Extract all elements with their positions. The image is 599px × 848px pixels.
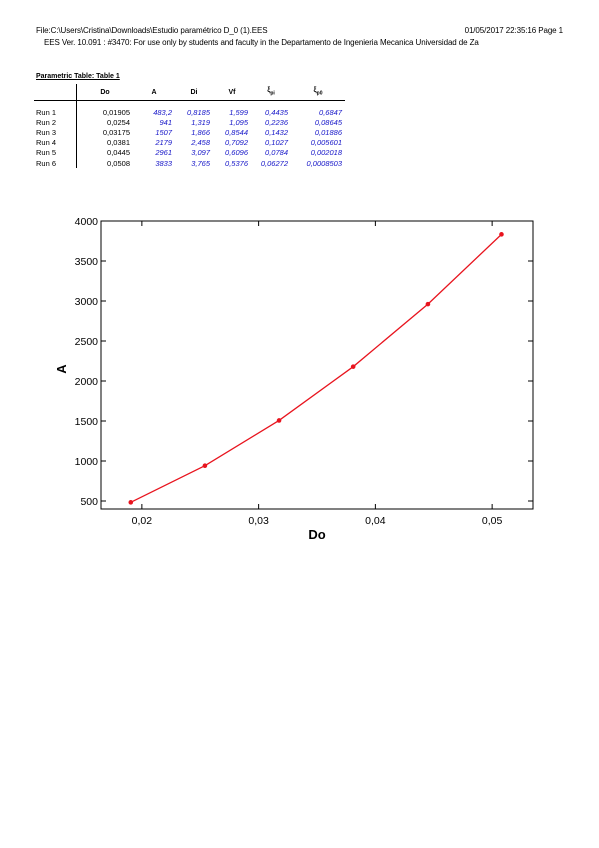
cell-di: 2,458 <box>191 138 210 148</box>
table-row: Run 2 0,0254 941 1,319 1,095 0,2236 0,08… <box>34 117 345 128</box>
cell-do: 0,0254 <box>107 117 130 127</box>
x-tick-label: 0,02 <box>132 515 153 527</box>
cell-a: 941 <box>159 117 172 127</box>
cell-xi-p0: 0,6847 <box>319 107 342 117</box>
cell-vf: 0,8544 <box>225 127 248 137</box>
cell-xi-pi: 0,2236 <box>265 117 288 127</box>
run-label: Run 2 <box>34 117 77 128</box>
cell-di: 1,319 <box>191 117 210 127</box>
column-header-do: Do <box>76 84 133 101</box>
y-tick-label: 2000 <box>75 376 99 388</box>
cell-do: 0,0445 <box>107 148 130 158</box>
cell-vf: 0,6096 <box>225 148 248 158</box>
table-row: Run 3 0,03175 1507 1,866 0,8544 0,1432 0… <box>34 127 345 138</box>
cell-xi-p0: 0,01886 <box>314 127 342 137</box>
cell-xi-p0: 0,002018 <box>310 148 342 158</box>
cell-xi-pi: 0,06272 <box>260 158 288 168</box>
y-tick-label: 4000 <box>75 216 99 228</box>
cell-vf: 0,5376 <box>225 158 248 168</box>
run-label: Run 5 <box>34 147 77 158</box>
cell-a: 3833 <box>155 158 172 168</box>
file-path-header: File:C:\Users\Cristina\Downloads\Estudio… <box>36 26 268 35</box>
cell-do: 0,0381 <box>107 138 130 148</box>
cell-do: 0,01905 <box>102 107 130 117</box>
cell-di: 0,8185 <box>187 107 210 117</box>
data-point <box>499 232 504 237</box>
table-row: Run 4 0,0381 2179 2,458 0,7092 0,1027 0,… <box>34 137 345 148</box>
y-tick-label: 1500 <box>75 416 99 428</box>
date-page-header: 01/05/2017 22:35:16 Page 1 <box>464 26 563 35</box>
cell-di: 1,866 <box>191 127 210 137</box>
plot-frame <box>100 220 534 510</box>
table-header-row: Do A Di Vf ξpi ξp0 <box>34 84 345 101</box>
cell-vf: 1,095 <box>229 117 248 127</box>
cell-a: 2961 <box>155 148 172 158</box>
cell-xi-pi: 0,1432 <box>265 127 288 137</box>
cell-a: 2179 <box>155 138 172 148</box>
data-point <box>202 463 208 469</box>
column-header-vf: Vf <box>213 84 251 101</box>
cell-vf: 1,599 <box>229 107 248 117</box>
x-axis-label: Do <box>308 527 325 542</box>
series-line <box>130 233 502 503</box>
data-point <box>350 364 356 369</box>
cell-do: 0,0508 <box>107 158 130 168</box>
cell-xi-pi: 0,0784 <box>265 148 288 158</box>
x-tick-label: 0,04 <box>365 515 386 527</box>
cell-xi-p0: 0,005601 <box>310 138 342 148</box>
y-tick-label: 3000 <box>75 296 99 308</box>
cell-xi-p0: 0,08645 <box>314 117 342 127</box>
y-tick-label: 1000 <box>75 456 99 468</box>
version-header: EES Ver. 10.091 : #3470: For use only by… <box>44 38 479 47</box>
column-header-a: A <box>133 84 175 101</box>
column-header-di: Di <box>175 84 213 101</box>
data-point <box>276 418 282 423</box>
parametric-table: Do A Di Vf ξpi ξp0 Run 1 0,01905 483,2 0… <box>34 84 345 169</box>
table-title: Parametric Table: Table 1 <box>36 73 120 80</box>
x-tick-label: 0,05 <box>482 515 503 527</box>
column-header-xi-p0: ξp0 <box>291 84 345 101</box>
cell-a: 483,2 <box>153 107 172 117</box>
cell-di: 3,765 <box>191 158 210 168</box>
y-tick-label: 3500 <box>75 256 99 268</box>
cell-a: 1507 <box>155 127 172 137</box>
column-header-run <box>34 84 77 101</box>
column-header-xi-pi: ξpi <box>251 84 291 101</box>
table-row: Run 1 0,01905 483,2 0,8185 1,599 0,4435 … <box>34 100 345 118</box>
y-tick-label: 500 <box>80 496 98 508</box>
cell-di: 3,097 <box>191 148 210 158</box>
run-label: Run 6 <box>34 157 77 169</box>
cell-xi-pi: 0,4435 <box>265 107 288 117</box>
x-tick-label: 0,03 <box>248 515 269 527</box>
data-point <box>425 301 431 307</box>
cell-xi-pi: 0,1027 <box>265 138 288 148</box>
cell-vf: 0,7092 <box>225 138 248 148</box>
y-axis-label: A <box>54 364 69 374</box>
cell-do: 0,03175 <box>102 127 130 137</box>
y-tick-label: 2500 <box>75 336 99 348</box>
run-label: Run 4 <box>34 137 77 148</box>
run-label: Run 3 <box>34 127 77 138</box>
table-row: Run 5 0,0445 2961 3,097 0,6096 0,0784 0,… <box>34 147 345 158</box>
data-point <box>128 500 134 505</box>
table-row: Run 6 0,0508 3833 3,765 0,5376 0,06272 0… <box>34 157 345 169</box>
cell-xi-p0: 0,0008503 <box>306 158 342 168</box>
run-label: Run 1 <box>34 100 77 118</box>
